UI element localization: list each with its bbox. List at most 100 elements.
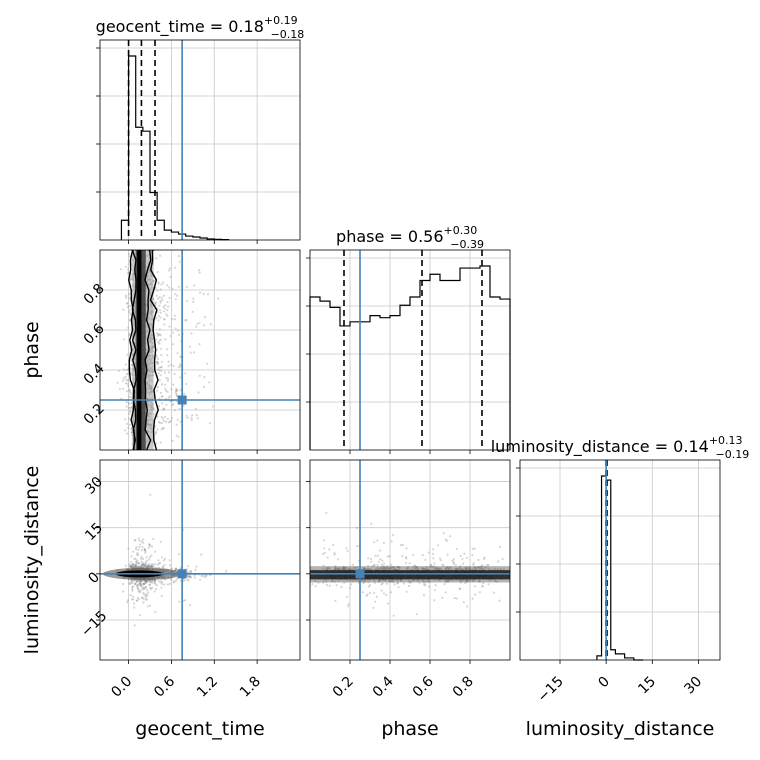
- panel-phase-vs-luminosity_distance-point: [326, 568, 329, 571]
- panel-phase-vs-luminosity_distance-point: [498, 545, 502, 549]
- panel-geocent_time-vs-luminosity_distance-point: [134, 539, 137, 542]
- panel-phase-vs-luminosity_distance-point: [433, 565, 436, 568]
- panel-geocent_time-vs-luminosity_distance-point: [149, 604, 152, 607]
- panel-geocent_time-vs-luminosity_distance-point: [188, 576, 191, 579]
- panel-geocent_time-vs-luminosity_distance-point: [129, 565, 132, 568]
- panel-geocent_time-vs-phase-point: [128, 389, 131, 392]
- panel-geocent_time-vs-phase-point: [158, 333, 161, 336]
- panel-phase-vs-luminosity_distance-point: [333, 580, 336, 583]
- panel-geocent_time-vs-phase-point: [159, 301, 162, 304]
- panel-geocent_time-vs-phase-point: [125, 405, 128, 408]
- panel-phase-vs-luminosity_distance-point: [386, 565, 389, 568]
- panel-phase-vs-luminosity_distance-point: [341, 567, 344, 570]
- panel-geocent_time-vs-luminosity_distance-point: [163, 557, 167, 560]
- panel-phase-vs-luminosity_distance-point: [406, 567, 409, 570]
- panel-geocent_time-vs-phase-point: [159, 374, 162, 377]
- panel-geocent_time-vs-phase-point: [169, 275, 172, 278]
- panel-geocent_time-vs-phase-point: [211, 405, 215, 408]
- panel-geocent_time-vs-luminosity_distance-point: [151, 565, 154, 568]
- panel-phase-vs-luminosity_distance-point: [392, 566, 395, 570]
- panel-phase-vs-luminosity_distance-point: [364, 579, 367, 582]
- panel-phase-vs-luminosity_distance-point: [360, 580, 363, 583]
- panel-geocent_time-vs-luminosity_distance-point: [189, 604, 192, 607]
- panel-geocent_time-vs-phase-point: [160, 353, 163, 357]
- panel-phase-vs-luminosity_distance-point: [410, 580, 413, 583]
- panel-geocent_time-vs-phase-contour-0: [128, 250, 136, 450]
- panel-phase-vs-luminosity_distance-point: [421, 567, 424, 570]
- xtick-label-luminosity_distance-0: −15: [535, 674, 567, 706]
- panel-geocent_time-vs-luminosity_distance-point: [188, 575, 192, 578]
- panel-phase-vs-luminosity_distance-point: [422, 594, 426, 597]
- panel-geocent_time-vs-phase-point: [171, 318, 174, 321]
- title-geocent-time-sup: +0.19: [264, 14, 298, 27]
- panel-phase-vs-luminosity_distance-point: [412, 553, 415, 557]
- panel-phase-vs-luminosity_distance-point: [383, 565, 386, 568]
- xtick-label-geocent_time-3: 1.8: [237, 674, 264, 701]
- panel-geocent_time-vs-phase-point: [174, 390, 177, 393]
- panel-geocent_time-vs-luminosity_distance-point: [133, 579, 136, 582]
- panel-geocent_time-vs-luminosity_distance-point: [146, 605, 149, 608]
- panel-phase-vs-luminosity_distance-point: [377, 567, 380, 571]
- panel-geocent_time-vs-luminosity_distance-point: [170, 578, 173, 581]
- panel-geocent_time-vs-luminosity_distance-point: [126, 601, 129, 604]
- panel-phase-vs-luminosity_distance-point: [417, 579, 420, 582]
- panel-geocent_time-vs-luminosity_distance-point: [138, 546, 141, 549]
- panel-phase-vs-luminosity_distance-point: [414, 567, 417, 570]
- panel-phase-vs-luminosity_distance-point: [389, 591, 393, 594]
- panel-geocent_time-vs-luminosity_distance-point: [133, 602, 136, 605]
- panel-geocent_time-vs-phase-point: [157, 405, 161, 408]
- panel-geocent_time-vs-luminosity_distance-point: [145, 581, 148, 584]
- panel-phase-vs-luminosity_distance-point: [384, 579, 387, 582]
- panel-geocent_time-vs-luminosity_distance-point: [143, 564, 146, 567]
- panel-geocent_time-vs-phase-point: [125, 382, 128, 385]
- panel-geocent_time-vs-luminosity_distance-point: [141, 562, 144, 565]
- panel-phase-vs-luminosity_distance-point: [382, 566, 385, 569]
- panel-geocent_time-vs-luminosity_distance-point: [137, 566, 140, 569]
- panel-phase-vs-luminosity_distance-point: [498, 599, 501, 602]
- panel-geocent_time-vs-phase-point: [196, 417, 199, 420]
- panel-phase-vs-luminosity_distance-point: [401, 555, 404, 558]
- panel-geocent_time-vs-luminosity_distance-point: [143, 547, 146, 551]
- panel-geocent_time-vs-luminosity_distance-point: [151, 586, 154, 590]
- panel-phase-vs-luminosity_distance-point: [393, 568, 396, 571]
- panel-phase-vs-luminosity_distance-point: [368, 568, 371, 571]
- panel-phase-vs-luminosity_distance-point: [445, 580, 448, 583]
- panel-geocent_time-vs-luminosity_distance-point: [137, 561, 140, 565]
- panel-phase-vs-luminosity_distance-point: [473, 566, 476, 569]
- panel-phase-vs-luminosity_distance-point: [468, 566, 471, 570]
- panel-geocent_time-vs-luminosity_distance-point: [132, 550, 135, 553]
- panel-geocent_time-vs-phase-point: [172, 383, 175, 386]
- panel-phase-vs-luminosity_distance-point: [363, 581, 366, 584]
- panel-geocent_time-vs-luminosity_distance-point: [144, 549, 147, 552]
- panel-geocent_time-vs-luminosity_distance-point: [149, 580, 152, 584]
- panel-phase-vs-luminosity_distance-point: [433, 599, 436, 602]
- panel-phase-vs-luminosity_distance-point: [388, 568, 391, 571]
- panel-geocent_time-vs-phase-point: [128, 332, 131, 335]
- xtick-label-phase-1: 0.4: [370, 673, 397, 700]
- panel-geocent_time-vs-phase-point: [116, 381, 119, 384]
- panel-phase-vs-luminosity_distance-point: [392, 566, 395, 569]
- ytick-label-phase-1: 0.4: [81, 361, 108, 388]
- panel-geocent_time-vs-luminosity_distance-point: [175, 568, 178, 571]
- panel-geocent_time-vs-phase-point: [163, 294, 166, 297]
- panel-geocent_time-vs-luminosity_distance-point: [135, 599, 138, 602]
- panel-geocent_time-vs-phase-point: [202, 292, 205, 296]
- panel-geocent_time-vs-luminosity_distance-point: [172, 580, 175, 583]
- panel-phase-vs-luminosity_distance-point: [392, 580, 395, 584]
- panel-geocent_time-vs-luminosity_distance-point: [150, 564, 153, 567]
- panel-geocent_time-vs-phase-point: [206, 293, 210, 296]
- panel-geocent_time-vs-phase-point: [194, 407, 198, 410]
- panel-geocent_time-vs-luminosity_distance-point: [139, 564, 142, 568]
- panel-phase-vs-luminosity_distance-point: [416, 579, 419, 582]
- panel-phase-vs-luminosity_distance-point: [471, 597, 474, 600]
- panel-geocent_time-vs-luminosity_distance-point: [140, 580, 143, 583]
- panel-phase-vs-luminosity_distance-point: [356, 566, 359, 569]
- panel-phase-vs-luminosity_distance-point: [455, 548, 458, 551]
- panel-phase-vs-luminosity_distance-point: [471, 554, 474, 557]
- panel-phase-vs-luminosity_distance-point: [336, 567, 339, 571]
- panel-geocent_time-vs-phase-point: [164, 387, 167, 390]
- panel-geocent_time-vs-phase-point: [195, 414, 198, 417]
- panel-geocent_time-vs-luminosity_distance-point: [182, 599, 185, 603]
- panel-phase-vs-luminosity_distance-point: [346, 550, 349, 553]
- panel-phase-vs-luminosity_distance-point: [377, 568, 380, 571]
